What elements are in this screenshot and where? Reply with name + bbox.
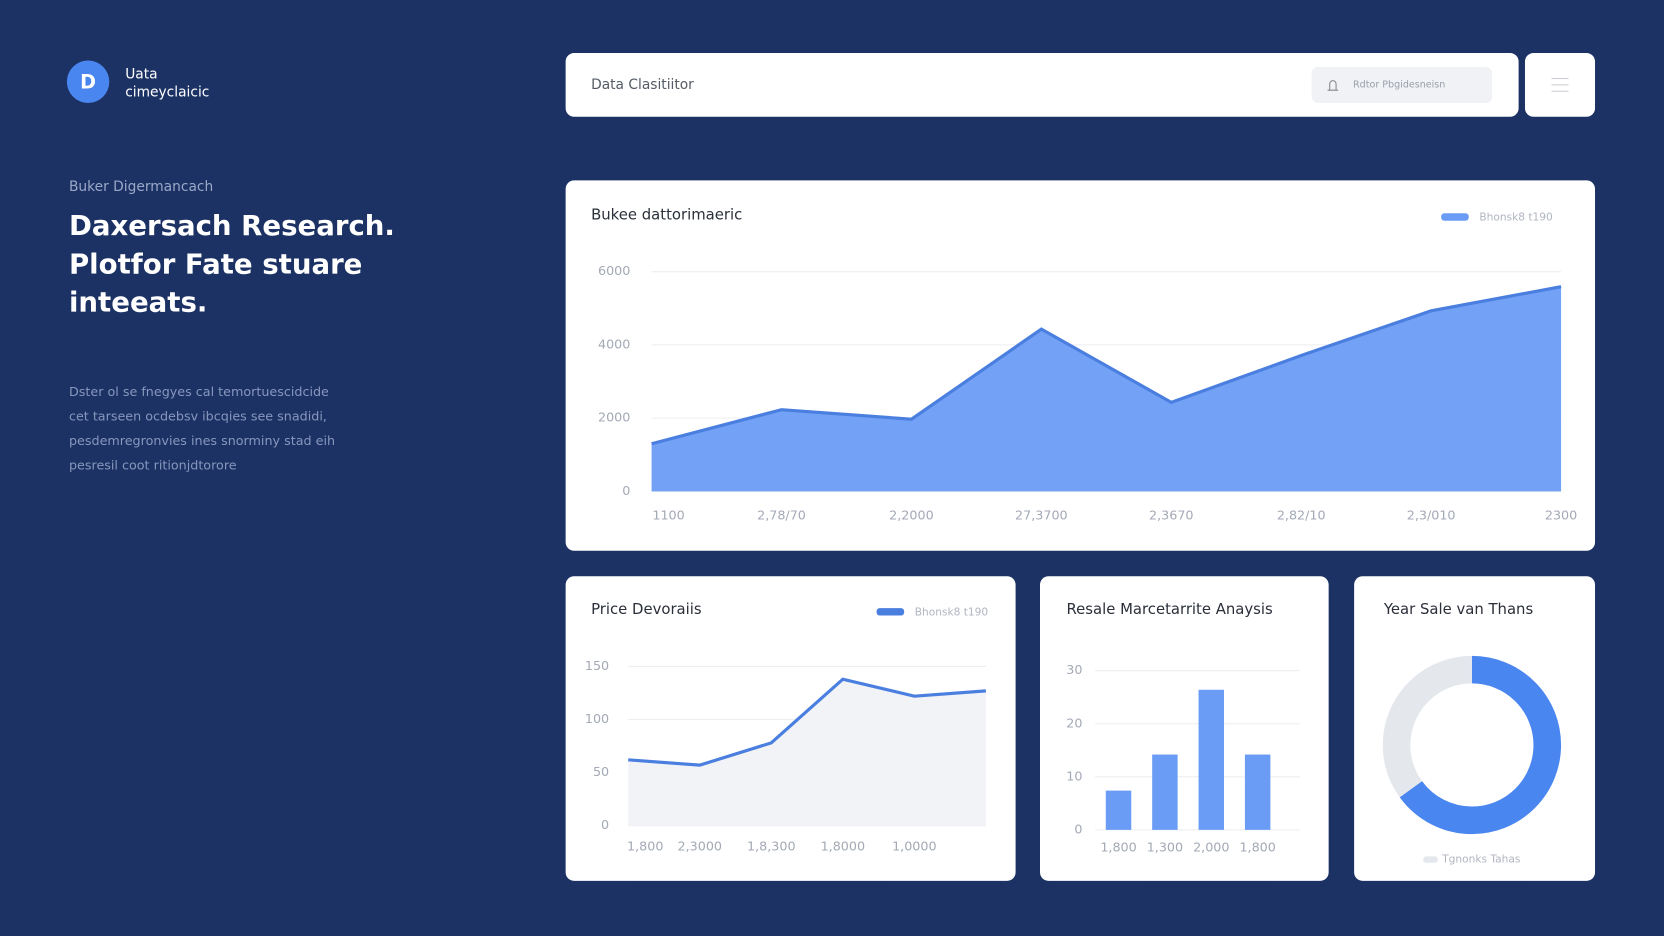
- brand: cimeyclaicic: [125, 84, 209, 100]
- legend-label: Bhonsk8 t190: [915, 605, 989, 618]
- search-placeholder[interactable]: Rdtor Pbgidesneisn: [1353, 79, 1445, 90]
- y-tick-label: 50: [593, 765, 609, 780]
- headline: Daxersach Research.: [69, 209, 395, 242]
- x-tick-label: 2,3670: [1149, 508, 1194, 523]
- menu-icon: [1551, 78, 1569, 92]
- x-tick-label: 2,2000: [889, 508, 934, 523]
- legend-swatch: [1441, 213, 1469, 221]
- paragraph: cet tarseen ocdebsv ibcqies see snadidi,: [69, 410, 327, 425]
- header-bar: [565, 53, 1519, 117]
- search-field[interactable]: [1311, 66, 1493, 103]
- logo: [66, 60, 110, 103]
- x-tick-label: 1,800: [627, 839, 663, 854]
- x-tick-label: 1,0000: [892, 839, 937, 854]
- x-tick-label: 2,3000: [678, 839, 723, 854]
- legend-swatch: [1423, 856, 1438, 863]
- x-tick-label: 1,8000: [821, 839, 866, 854]
- x-tick-label: 1,300: [1147, 840, 1183, 855]
- eyebrow: Buker Digermancach: [69, 179, 213, 195]
- bar: [1198, 689, 1225, 830]
- x-tick-label: 2,3/010: [1407, 508, 1456, 523]
- x-tick-label: 1,8,300: [747, 839, 796, 854]
- chart-title: Bukee dattorimaeric: [591, 205, 742, 223]
- x-tick-label: 1,800: [1100, 840, 1136, 855]
- chart-title: Year Sale van Thans: [1383, 600, 1534, 618]
- y-tick-label: 30: [1066, 663, 1082, 678]
- x-tick-label: 2,78/70: [757, 508, 806, 523]
- y-tick-label: 4000: [598, 337, 630, 352]
- line: [628, 677, 986, 767]
- y-tick-label: 20: [1066, 716, 1082, 731]
- y-tick-label: 0: [601, 818, 609, 833]
- x-tick-label: 1,800: [1239, 840, 1275, 855]
- bell-icon: [1327, 80, 1339, 91]
- area: [651, 286, 1562, 492]
- header-title: Data Clasitiitor: [591, 77, 694, 93]
- area-fill: [628, 679, 986, 826]
- headline: inteeats.: [69, 286, 207, 319]
- x-tick-label: 1100: [652, 508, 684, 523]
- bar: [1105, 790, 1132, 830]
- bar: [1152, 754, 1178, 830]
- line: [651, 285, 1562, 446]
- x-tick-label: 2300: [1545, 508, 1577, 523]
- brand: Uata: [125, 66, 157, 82]
- y-tick-label: 150: [585, 659, 609, 674]
- chart-title: Price Devoraiis: [591, 600, 702, 618]
- legend-label: Bhonsk8 t190: [1479, 211, 1553, 224]
- x-tick-label: 2,000: [1193, 840, 1229, 855]
- logo-letter: D: [80, 70, 96, 93]
- y-tick-label: 0: [622, 484, 630, 499]
- y-tick-label: 100: [585, 712, 609, 727]
- donut-segment: [1382, 655, 1562, 835]
- paragraph: Dster ol se fnegyes cal temortuescidcide: [69, 385, 329, 400]
- card: [1040, 576, 1329, 881]
- chart-title: Resale Marcetarrite Anaysis: [1067, 600, 1274, 618]
- bar: [1244, 754, 1271, 830]
- x-tick-label: 2,82/10: [1277, 508, 1326, 523]
- legend-swatch: [876, 608, 905, 616]
- legend-label: Tgnonks Tahas: [1441, 853, 1521, 866]
- headline: Plotfor Fate stuare: [69, 247, 362, 280]
- y-tick-label: 10: [1066, 769, 1082, 784]
- y-tick-label: 0: [1074, 822, 1082, 837]
- paragraph: pesdemregronvies ines snorminy stad eih: [69, 434, 335, 449]
- x-tick-label: 27,3700: [1015, 508, 1068, 523]
- y-tick-label: 6000: [598, 264, 630, 279]
- y-tick-label: 2000: [598, 411, 630, 426]
- paragraph: pesresil coot ritionjdtorore: [69, 458, 237, 473]
